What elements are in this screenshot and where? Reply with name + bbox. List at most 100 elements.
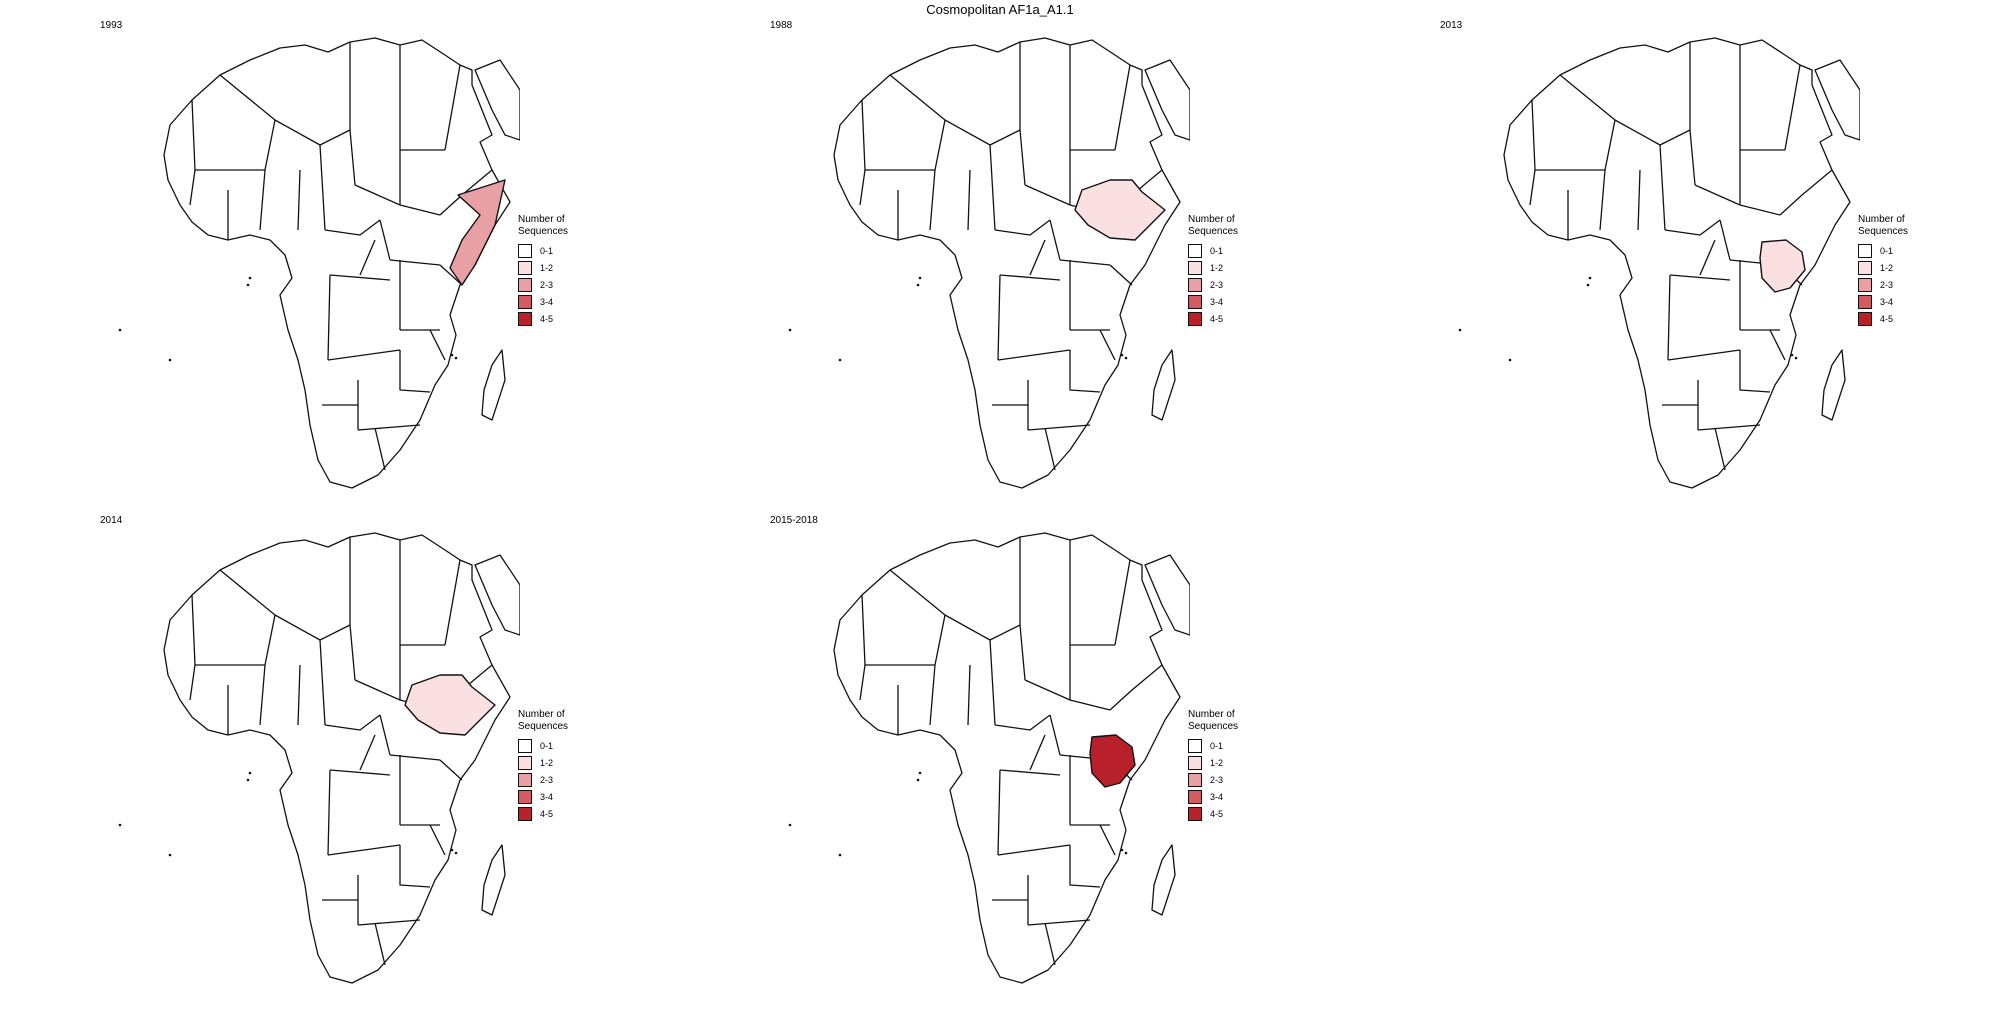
legend-label: 1-2 [540, 757, 554, 768]
country-border [1664, 219, 1721, 236]
country-border [1699, 239, 1716, 276]
legend-title-line: Number of [518, 214, 565, 225]
country-border [1109, 664, 1163, 711]
legend-title-line: Sequences [1188, 226, 1239, 237]
country-border [859, 664, 866, 701]
legend-label: 4-5 [1210, 808, 1224, 819]
legend-item: 1-2 [518, 754, 568, 771]
legend-label: 4-5 [1880, 313, 1894, 324]
legend-swatch [1858, 243, 1872, 258]
island-dot [918, 771, 922, 775]
legend-label: 1-2 [1880, 262, 1894, 273]
island-dot [838, 358, 842, 362]
country-border [861, 99, 866, 171]
legend-title-line: Number of [1188, 709, 1235, 720]
legend-swatch [1858, 260, 1872, 275]
country-border [357, 424, 421, 431]
panel-year-label: 1988 [770, 20, 793, 31]
legend-swatch [1188, 311, 1202, 326]
island-dot [918, 276, 922, 280]
legend-item: 4-5 [1188, 805, 1238, 822]
africa-map [788, 37, 1190, 489]
panel-year-label: 1993 [100, 20, 123, 31]
country-border [327, 349, 401, 361]
country-border [929, 664, 936, 726]
legend-label: 3-4 [540, 791, 554, 802]
legend-swatch [518, 772, 532, 787]
country-border [1669, 274, 1731, 281]
country-border [379, 219, 391, 261]
country-border [327, 844, 401, 856]
country-border [1109, 264, 1133, 286]
country-border [354, 679, 401, 701]
madagascar-outline [1821, 349, 1846, 421]
country-border [1779, 169, 1833, 216]
country-border [1637, 169, 1641, 231]
island-dot [450, 848, 454, 852]
legend-label: 4-5 [1210, 313, 1224, 324]
map-panel-2015-2018: 2015-2018 Number of Sequences 0-1 1-2 2-3 3-4… [770, 515, 1410, 1015]
legend-swatch [1188, 260, 1202, 275]
highlighted-country-somalia [449, 179, 506, 286]
country-border [297, 169, 301, 231]
legend-swatch [1188, 738, 1202, 753]
map-panel-2013: 2013 Number of Sequences 0-1 1-2 2-3 3-4 4-5 [1440, 20, 2000, 520]
madagascar-outline [481, 844, 506, 916]
legend-item: 1-2 [1188, 259, 1238, 276]
legend-swatch [518, 277, 532, 292]
madagascar-outline [481, 349, 506, 421]
legend-swatch [1188, 755, 1202, 770]
legend: Number of Sequences 0-1 1-2 2-3 3-4 4-5 [1858, 214, 1908, 327]
country-border [1689, 129, 1696, 186]
legend-item: 0-1 [518, 242, 568, 259]
country-border [1719, 219, 1731, 261]
island-dot [168, 853, 172, 857]
country-border [297, 664, 301, 726]
legend-label: 3-4 [540, 296, 554, 307]
country-border [1714, 427, 1726, 471]
africa-map [118, 532, 520, 984]
island-dot [1124, 356, 1128, 360]
legend-item: 4-5 [1858, 310, 1908, 327]
legend-label: 2-3 [540, 279, 554, 290]
highlighted-country-kenya [1759, 239, 1806, 293]
legend-swatch [518, 260, 532, 275]
legend-title-line: Sequences [1858, 226, 1909, 237]
island-dot [1120, 848, 1124, 852]
legend-swatch [1858, 277, 1872, 292]
legend-swatch [1188, 789, 1202, 804]
legend-swatch [518, 311, 532, 326]
legend-label: 0-1 [540, 740, 554, 751]
country-border [429, 329, 446, 361]
legend-swatch [1188, 806, 1202, 821]
legend-label: 2-3 [540, 774, 554, 785]
legend-title: Number of Sequences [1188, 214, 1238, 238]
legend-title: Number of Sequences [1858, 214, 1908, 238]
country-border [259, 664, 266, 726]
country-border [1099, 824, 1116, 856]
country-border [999, 769, 1061, 776]
legend-label: 3-4 [1210, 296, 1224, 307]
country-border [374, 922, 386, 966]
madagascar-outline [1151, 844, 1176, 916]
legend-swatch [518, 243, 532, 258]
highlighted-country-ethiopia [404, 674, 496, 736]
legend-item: 0-1 [1188, 242, 1238, 259]
country-border [1694, 184, 1741, 206]
country-border [191, 594, 196, 666]
island-dot [454, 356, 458, 360]
country-border [349, 624, 356, 681]
country-border [1114, 64, 1131, 151]
legend-item: 1-2 [518, 259, 568, 276]
legend-label: 1-2 [1210, 757, 1224, 768]
country-border [999, 274, 1061, 281]
country-border [1599, 169, 1606, 231]
legend-title-line: Sequences [1188, 721, 1239, 732]
legend-item: 4-5 [1188, 310, 1238, 327]
legend-swatch [518, 738, 532, 753]
legend-label: 1-2 [1210, 262, 1224, 273]
legend-label: 3-4 [1880, 296, 1894, 307]
country-border [1667, 274, 1671, 361]
legend-title-line: Number of [518, 709, 565, 720]
country-border [399, 845, 431, 888]
